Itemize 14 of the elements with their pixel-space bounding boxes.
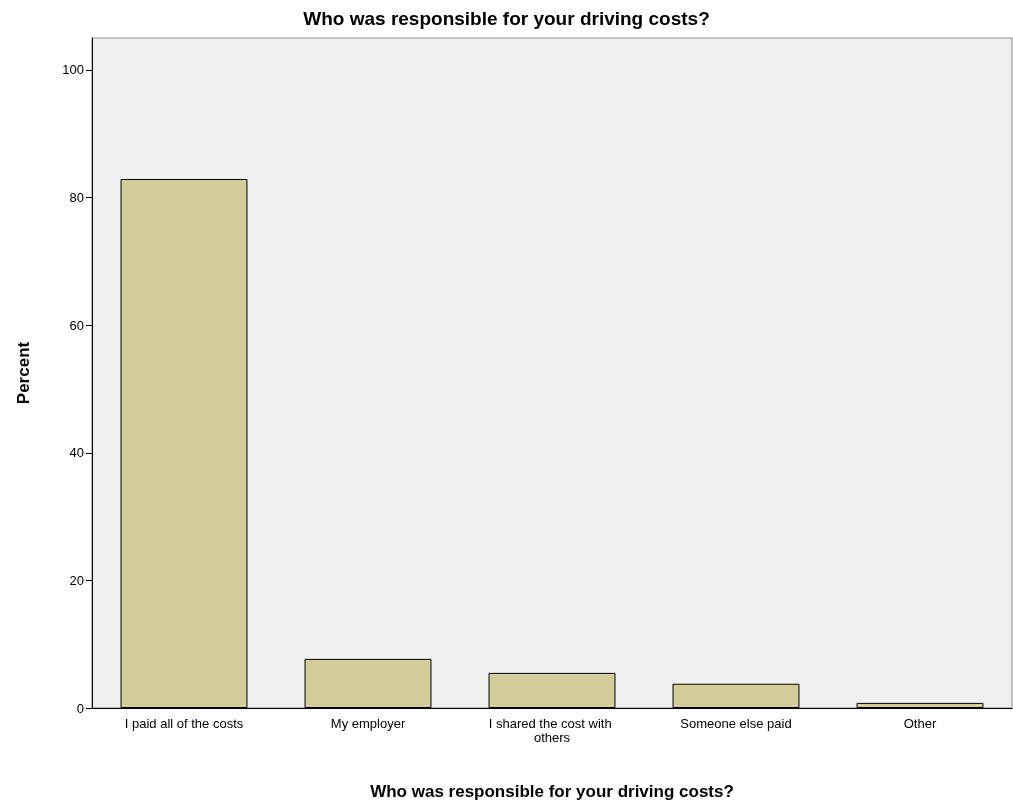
y-axis-title: Percent: [14, 341, 33, 405]
y-tick-label: 20: [69, 572, 84, 588]
x-tick-label: I shared the cost with others: [488, 715, 616, 745]
x-tick-label: Someone else paid: [680, 715, 792, 731]
x-axis-title: Who was responsible for your driving costs?: [370, 782, 734, 801]
x-tick-label: I paid all of the costs: [124, 715, 244, 731]
y-tick-label: 40: [69, 445, 84, 461]
y-tick-label: 0: [76, 700, 84, 716]
x-tick-label: My employer: [330, 715, 406, 731]
x-tick-label: Other: [903, 715, 937, 731]
chart-title: Who was responsible for your driving costs?: [303, 8, 710, 29]
y-tick-label: 80: [69, 190, 84, 206]
y-tick-label: 60: [69, 317, 84, 333]
y-tick-label: 100: [62, 62, 84, 78]
